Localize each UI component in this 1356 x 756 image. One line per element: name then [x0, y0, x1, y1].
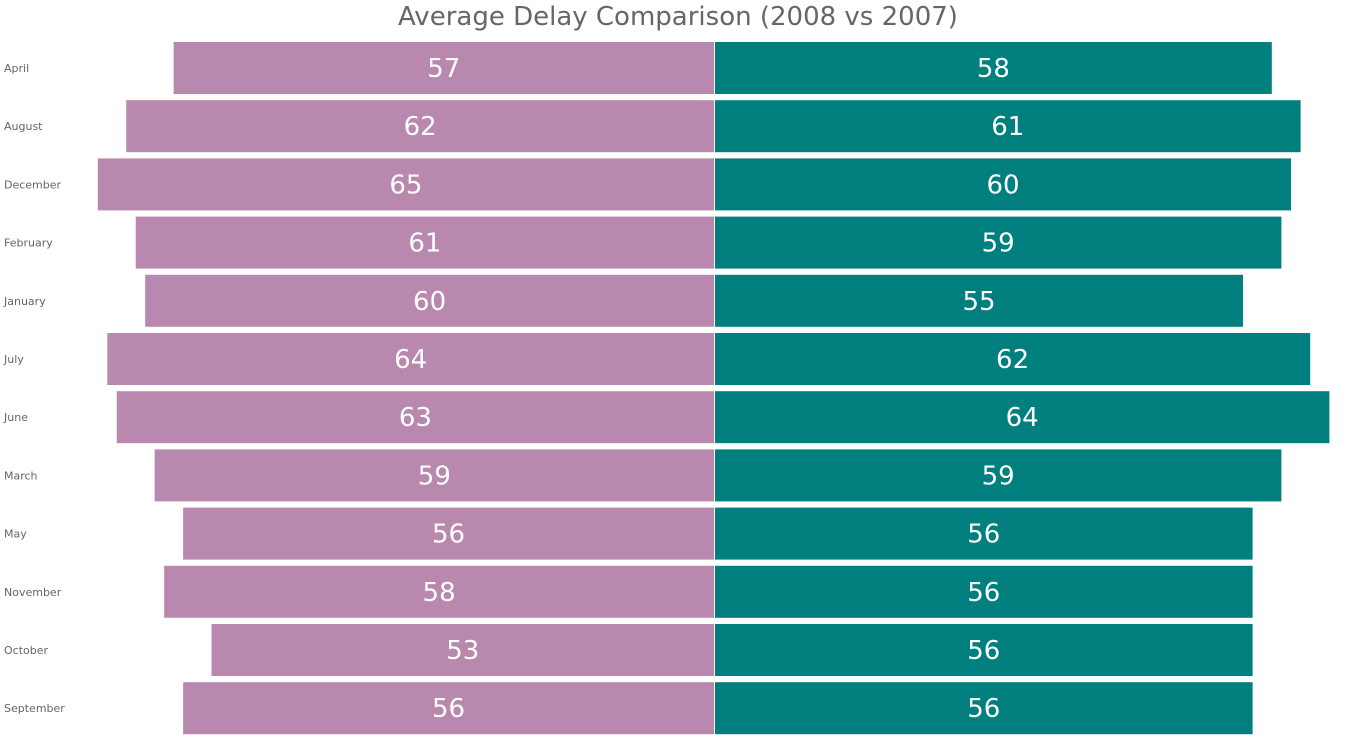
left-bar-february — [135, 216, 715, 269]
right-value-label-november: 56 — [967, 578, 1000, 608]
right-value-label-february: 59 — [982, 229, 1015, 259]
category-label-september: September — [4, 702, 65, 715]
right-value-label-december: 60 — [986, 170, 1019, 200]
left-bar-january — [145, 274, 714, 327]
left-value-label-may: 56 — [432, 520, 465, 550]
right-value-label-july: 62 — [996, 345, 1029, 375]
left-value-label-february: 61 — [408, 229, 441, 259]
left-value-label-january: 60 — [413, 287, 446, 317]
left-bar-april — [173, 42, 714, 94]
right-bar-january — [715, 274, 1243, 327]
left-value-label-june: 63 — [399, 403, 432, 433]
left-bar-march — [154, 449, 714, 502]
left-bar-september — [183, 682, 714, 735]
right-value-label-april: 58 — [977, 54, 1010, 84]
right-value-label-january: 55 — [962, 287, 995, 317]
left-bar-october — [211, 624, 714, 676]
right-bar-may — [715, 507, 1253, 560]
right-value-label-october: 56 — [967, 636, 1000, 666]
left-bar-july — [107, 333, 714, 385]
left-value-label-march: 59 — [418, 461, 451, 491]
left-value-label-december: 65 — [389, 170, 422, 200]
right-bar-july — [715, 333, 1311, 385]
right-bar-december — [715, 158, 1291, 211]
category-label-january: January — [3, 295, 46, 308]
left-bar-may — [183, 507, 714, 560]
left-bar-december — [97, 158, 715, 211]
category-label-august: August — [4, 120, 43, 133]
right-bar-june — [715, 391, 1330, 444]
left-bar-august — [126, 100, 715, 153]
right-value-label-june: 64 — [1006, 403, 1039, 433]
right-value-label-september: 56 — [967, 694, 1000, 724]
category-label-november: November — [4, 586, 62, 599]
right-value-label-august: 61 — [991, 112, 1024, 142]
left-value-label-august: 62 — [404, 112, 437, 142]
left-value-label-october: 53 — [446, 636, 479, 666]
left-value-label-november: 58 — [423, 578, 456, 608]
right-bar-april — [715, 42, 1272, 94]
right-bar-august — [715, 100, 1301, 153]
right-bar-november — [715, 565, 1253, 618]
right-value-label-may: 56 — [967, 520, 1000, 550]
right-bar-september — [715, 682, 1253, 735]
category-label-may: May — [4, 528, 27, 541]
category-label-march: March — [4, 469, 38, 482]
right-value-label-march: 59 — [982, 461, 1015, 491]
category-label-october: October — [4, 644, 48, 657]
category-label-february: February — [4, 237, 53, 250]
right-bar-march — [715, 449, 1282, 502]
left-bar-november — [164, 565, 714, 618]
left-value-label-april: 57 — [427, 54, 460, 84]
category-label-april: April — [4, 62, 29, 75]
category-label-july: July — [3, 353, 24, 366]
right-bar-october — [715, 624, 1253, 676]
category-label-december: December — [4, 178, 62, 191]
left-value-label-july: 64 — [394, 345, 427, 375]
left-bar-june — [116, 391, 714, 444]
left-value-label-september: 56 — [432, 694, 465, 724]
chart-title: Average Delay Comparison (2008 vs 2007) — [398, 2, 958, 32]
category-label-june: June — [3, 411, 28, 424]
right-bar-february — [715, 216, 1282, 269]
